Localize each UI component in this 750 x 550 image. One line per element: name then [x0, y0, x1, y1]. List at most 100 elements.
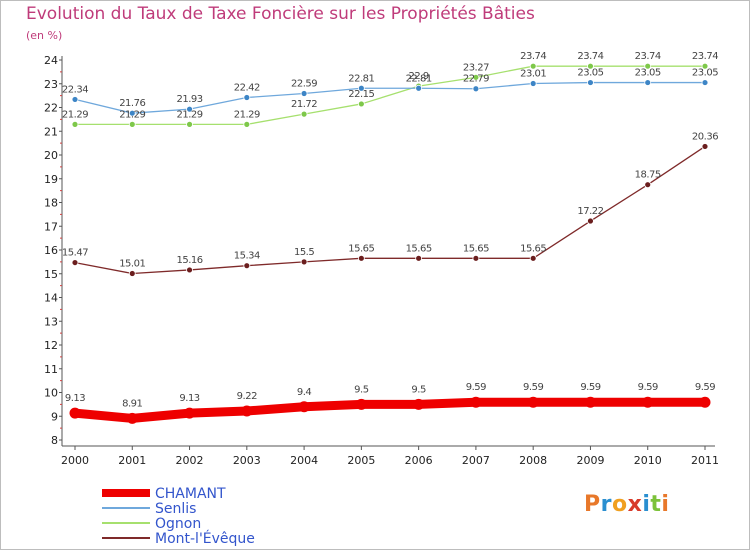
data-label: 20.36 — [692, 131, 718, 142]
x-tick-label: 2003 — [233, 454, 261, 467]
data-point — [243, 94, 251, 101]
data-label: 22.9 — [409, 71, 429, 82]
data-label: 15.5 — [294, 247, 314, 258]
y-tick-label: 11 — [44, 363, 58, 376]
y-tick-label: 17 — [44, 220, 58, 233]
data-label: 22.15 — [348, 89, 374, 100]
y-tick-label: 13 — [44, 315, 58, 328]
data-label: 23.74 — [635, 51, 661, 62]
data-point — [300, 110, 308, 118]
data-label: 9.59 — [638, 382, 658, 393]
y-tick-label: 21 — [44, 125, 58, 138]
y-tick-label: 24 — [44, 54, 58, 67]
data-point — [71, 120, 79, 128]
data-point — [69, 407, 81, 419]
data-label: 17.22 — [577, 206, 603, 217]
data-label: 21.29 — [119, 109, 145, 120]
series-line-0 — [70, 397, 710, 423]
data-label: 23.74 — [577, 51, 603, 62]
data-label: 21.93 — [176, 94, 202, 105]
data-point — [128, 109, 136, 117]
logo-letter: r — [600, 492, 612, 517]
data-label: 15.34 — [234, 251, 260, 262]
data-label: 22.34 — [62, 84, 88, 95]
proxiti-logo: Proxiti — [584, 492, 669, 517]
data-point — [300, 258, 308, 266]
data-point — [701, 143, 709, 150]
data-label: 9.13 — [65, 393, 85, 404]
data-point — [699, 396, 711, 408]
data-point — [587, 79, 594, 86]
data-label: 9.13 — [179, 393, 199, 404]
data-label: 8.91 — [122, 398, 142, 409]
legend-label: Senlis — [155, 501, 196, 517]
y-tick-label: 14 — [44, 292, 58, 305]
data-label: 9.59 — [466, 382, 486, 393]
x-tick-label: 2005 — [347, 454, 375, 467]
data-point — [415, 84, 423, 92]
data-point — [126, 412, 138, 424]
y-tick-label: 19 — [44, 173, 58, 186]
data-point — [71, 96, 79, 103]
data-point — [413, 398, 425, 410]
x-tick-label: 2008 — [519, 454, 547, 467]
data-point — [298, 401, 310, 413]
data-label: 9.22 — [237, 391, 257, 402]
x-tick-label: 2006 — [405, 454, 433, 467]
data-point — [186, 266, 193, 274]
data-label: 23.74 — [520, 51, 546, 62]
y-tick-label: 15 — [44, 268, 58, 281]
logo-letter: i — [661, 492, 670, 517]
data-point — [243, 262, 251, 270]
chart-title: Evolution du Taux de Taxe Foncière sur l… — [26, 4, 535, 24]
data-label: 21.29 — [176, 109, 202, 120]
data-label: 21.72 — [291, 99, 317, 110]
legend-label: Ognon — [155, 516, 201, 532]
logo-letter: o — [611, 492, 628, 517]
data-point — [644, 181, 652, 189]
logo-letter: P — [584, 492, 601, 517]
y-unit-label: (en %) — [26, 29, 63, 42]
data-point — [584, 396, 596, 408]
data-label: 18.75 — [635, 170, 661, 181]
legend-label: CHAMANT — [155, 486, 226, 502]
data-label: 9.59 — [580, 382, 600, 393]
data-label: 22.59 — [291, 78, 317, 89]
data-point — [355, 398, 367, 410]
data-point — [357, 100, 365, 108]
data-label: 9.59 — [695, 382, 715, 393]
y-tick-label: 12 — [44, 339, 58, 352]
data-point — [701, 79, 709, 86]
data-label: 22.81 — [348, 73, 374, 84]
data-label: 15.47 — [62, 248, 88, 259]
data-label: 22.42 — [234, 83, 260, 94]
data-label: 23.05 — [577, 68, 603, 79]
data-label: 9.5 — [354, 384, 369, 395]
data-label: 21.76 — [119, 98, 145, 109]
x-tick-label: 2004 — [290, 454, 318, 467]
y-tick-label: 22 — [44, 102, 58, 115]
logo-letter: x — [627, 492, 643, 517]
logo-letter: t — [650, 492, 662, 517]
data-point — [357, 254, 365, 262]
data-point — [527, 396, 539, 408]
y-tick-label: 8 — [51, 434, 58, 447]
legend-label: Mont-l'Évêque — [155, 530, 255, 547]
data-point — [587, 217, 594, 225]
data-label: 23.05 — [692, 68, 718, 79]
data-point — [243, 120, 251, 128]
data-point — [357, 84, 365, 92]
data-point — [241, 405, 253, 417]
data-label: 21.29 — [62, 109, 88, 120]
x-tick-label: 2007 — [462, 454, 490, 467]
data-point — [529, 80, 537, 87]
data-point — [529, 62, 537, 70]
data-point — [128, 120, 136, 128]
data-point — [300, 90, 308, 97]
y-tick-label: 23 — [44, 78, 58, 91]
x-tick-label: 2001 — [118, 454, 146, 467]
data-point — [472, 73, 480, 81]
data-label: 9.5 — [411, 384, 426, 395]
data-point — [642, 396, 654, 408]
